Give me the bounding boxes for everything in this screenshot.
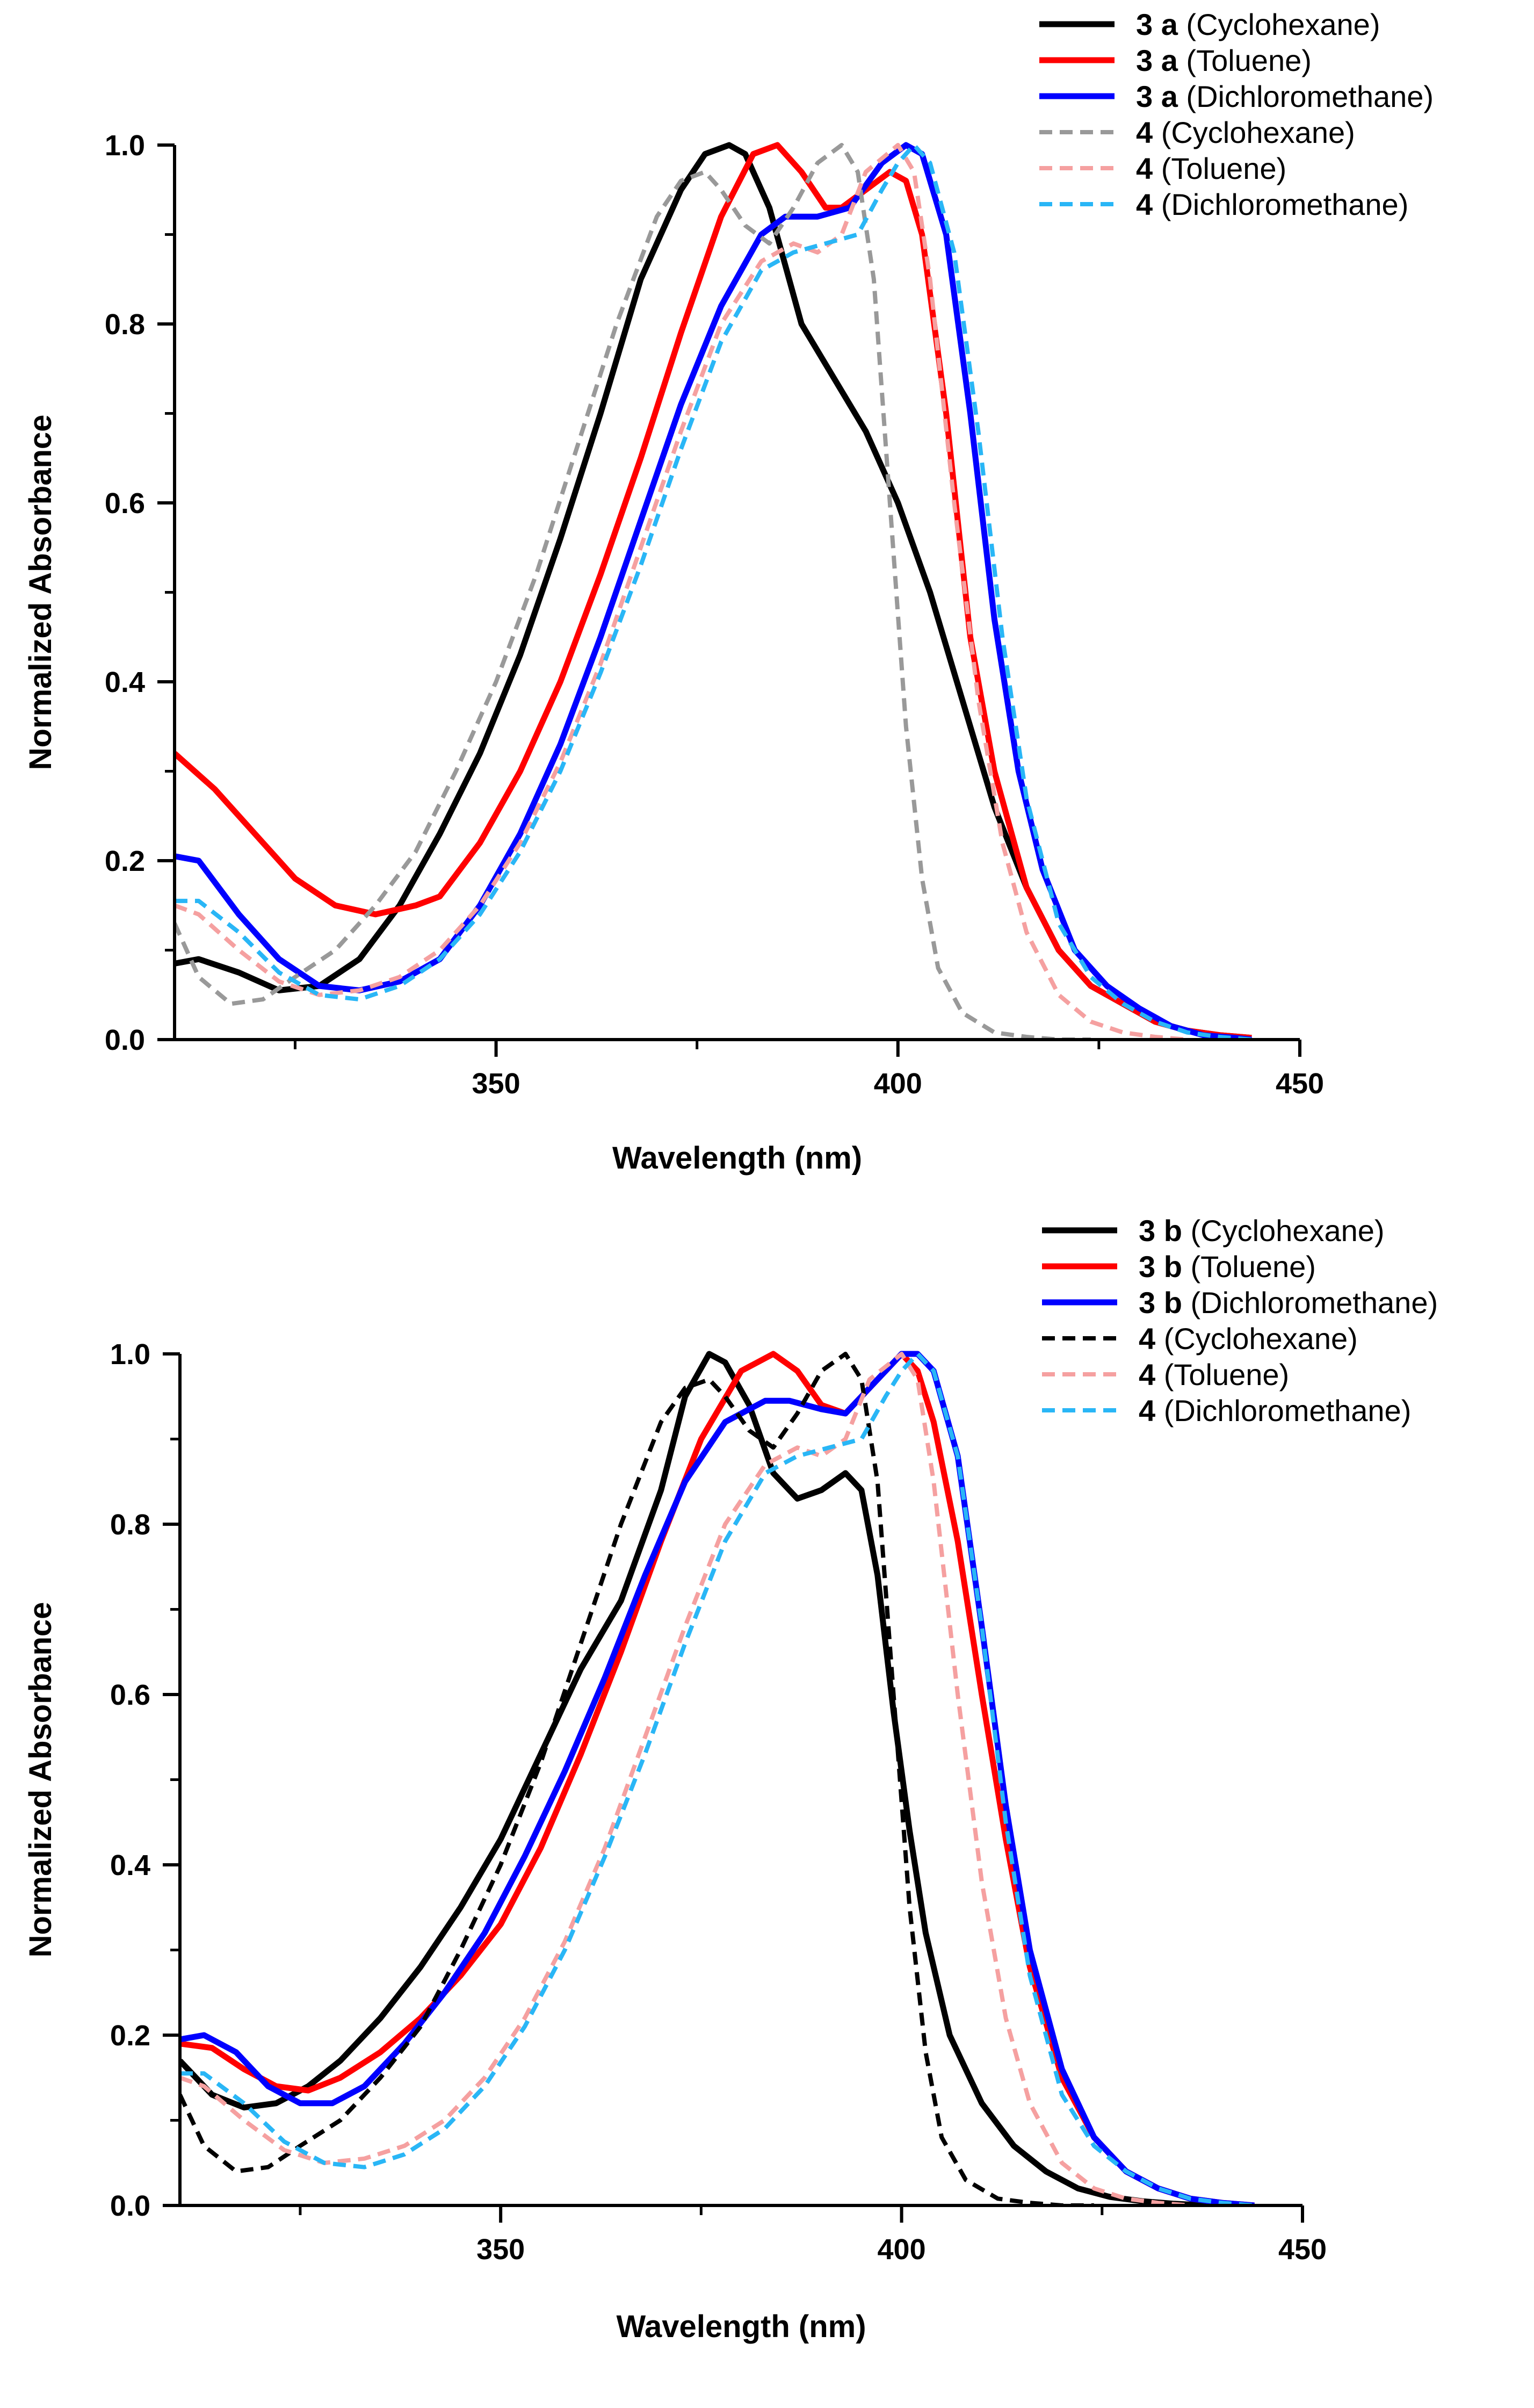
x-axis-title: Wavelength (nm) <box>616 2309 866 2344</box>
chart-bottom: 350 400 450 0.0 0.2 0.4 0.6 0.8 1.0 Wavelength (n… <box>23 1214 1438 2344</box>
series-group <box>180 1351 1255 2205</box>
y-tick-label: 0.6 <box>110 1679 150 1711</box>
legend-entry-bold: 4 <box>1136 188 1153 221</box>
legend-entry: 3 a (Dichloromethane) <box>1136 80 1434 113</box>
chart-top: 350 400 450 0.0 0.2 0.4 0.6 0.8 1.0 Wavelength (n… <box>23 8 1434 1176</box>
y-axis-title: Normalized Absorbance <box>23 415 58 770</box>
legend: 3 a (Cyclohexane)3 a (Toluene)3 a (Dichl… <box>1039 8 1434 221</box>
legend-entry: 4 (Toluene) <box>1139 1358 1289 1392</box>
series-line-4 <box>175 143 1188 1040</box>
series-line-1 <box>175 142 1252 1040</box>
legend-entry-rest: (Toluene) <box>1153 152 1286 185</box>
series-line-4 <box>180 1352 1191 2205</box>
series-line-0 <box>180 1351 1207 2205</box>
y-tick-label: 0.2 <box>110 2020 150 2052</box>
legend-entry: 4 (Dichloromethane) <box>1139 1394 1411 1428</box>
y-axis-title: Normalized Absorbance <box>23 1602 58 1958</box>
y-tick-label: 1.0 <box>105 129 145 162</box>
legend-entry-rest: (Dichloromethane) <box>1155 1394 1411 1428</box>
legend-entry: 3 b (Cyclohexane) <box>1139 1214 1385 1248</box>
x-tick-label: 350 <box>472 1068 520 1100</box>
legend-entry-bold: 4 <box>1139 1394 1155 1428</box>
series-line-2 <box>180 1351 1255 2205</box>
legend-entry-bold: 3 b <box>1139 1250 1182 1284</box>
legend-entry-rest: (Cyclohexane) <box>1155 1322 1358 1356</box>
series-group <box>175 142 1252 1040</box>
y-tick-label: 0.8 <box>110 1509 150 1541</box>
legend-entry-rest: (Dichloromethane) <box>1178 80 1434 113</box>
legend-entry-bold: 3 a <box>1136 8 1178 41</box>
y-tick-label: 0.0 <box>105 1024 145 1056</box>
y-tick-label: 1.0 <box>110 1338 150 1371</box>
series-line-5 <box>175 143 1252 1040</box>
legend-entry: 4 (Cyclohexane) <box>1136 116 1355 149</box>
legend: 3 b (Cyclohexane)3 b (Toluene)3 b (Dichl… <box>1042 1214 1438 1428</box>
legend-entry: 4 (Toluene) <box>1136 152 1286 185</box>
legend-entry: 3 b (Dichloromethane) <box>1139 1286 1438 1320</box>
legend-entry-bold: 3 a <box>1136 44 1178 77</box>
y-tick-label: 0.2 <box>105 845 145 877</box>
legend-entry-bold: 3 a <box>1136 80 1178 113</box>
legend-entry: 4 (Cyclohexane) <box>1139 1322 1358 1356</box>
series-line-1 <box>180 1351 1255 2205</box>
legend-entry: 3 a (Cyclohexane) <box>1136 8 1380 41</box>
legend-entry-bold: 4 <box>1139 1358 1155 1392</box>
legend-entry-bold: 4 <box>1139 1322 1155 1356</box>
x-tick-label: 400 <box>874 1068 922 1100</box>
legend-entry-bold: 4 <box>1136 116 1153 149</box>
legend-entry-rest: (Toluene) <box>1155 1358 1289 1392</box>
legend-entry-rest: (Toluene) <box>1178 44 1312 77</box>
legend-entry-bold: 3 b <box>1139 1286 1182 1320</box>
x-tick-label: 450 <box>1278 2233 1327 2266</box>
y-tick-label: 0.6 <box>105 487 145 520</box>
legend-entry-rest: (Cyclohexane) <box>1182 1214 1385 1248</box>
series-line-5 <box>180 1352 1255 2205</box>
legend-entry-bold: 3 b <box>1139 1214 1182 1248</box>
legend-entry-rest: (Dichloromethane) <box>1153 188 1408 221</box>
legend-entry-rest: (Cyclohexane) <box>1178 8 1380 41</box>
legend-entry-bold: 4 <box>1136 152 1153 185</box>
legend-entry-rest: (Cyclohexane) <box>1153 116 1355 149</box>
x-axis-title: Wavelength (nm) <box>612 1141 862 1176</box>
legend-entry: 4 (Dichloromethane) <box>1136 188 1408 221</box>
x-tick-label: 450 <box>1276 1068 1324 1100</box>
y-tick-label: 0.0 <box>110 2190 150 2222</box>
legend-entry-rest: (Dichloromethane) <box>1182 1286 1438 1320</box>
legend-entry: 3 b (Toluene) <box>1139 1250 1316 1284</box>
legend-entry: 3 a (Toluene) <box>1136 44 1312 77</box>
legend-entry-rest: (Toluene) <box>1182 1250 1316 1284</box>
y-tick-label: 0.4 <box>110 1849 150 1881</box>
series-line-3 <box>180 1352 1094 2205</box>
y-tick-label: 0.4 <box>105 666 145 698</box>
x-tick-label: 400 <box>878 2233 926 2266</box>
x-tick-label: 350 <box>476 2233 525 2266</box>
y-tick-label: 0.8 <box>105 308 145 341</box>
